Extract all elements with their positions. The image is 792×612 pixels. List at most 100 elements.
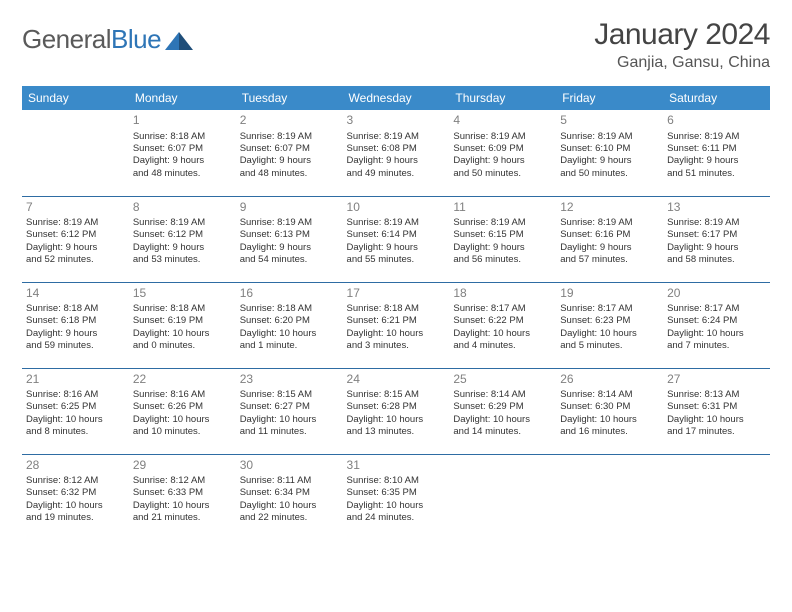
calendar-week-row: 1Sunrise: 8:18 AMSunset: 6:07 PMDaylight… <box>22 110 770 196</box>
sunset-text: Sunset: 6:28 PM <box>347 401 446 413</box>
calendar-day-cell: 12Sunrise: 8:19 AMSunset: 6:16 PMDayligh… <box>556 196 663 282</box>
daylight-text: Daylight: 9 hours <box>453 242 552 254</box>
day-number: 25 <box>453 372 552 388</box>
sunrise-text: Sunrise: 8:17 AM <box>453 303 552 315</box>
daylight-text: Daylight: 9 hours <box>560 242 659 254</box>
weekday-header: Saturday <box>663 86 770 110</box>
calendar-day-cell: 14Sunrise: 8:18 AMSunset: 6:18 PMDayligh… <box>22 282 129 368</box>
sunrise-text: Sunrise: 8:19 AM <box>240 131 339 143</box>
day-number: 17 <box>347 286 446 302</box>
daylight-text: Daylight: 9 hours <box>133 155 232 167</box>
sunrise-text: Sunrise: 8:10 AM <box>347 475 446 487</box>
sunset-text: Sunset: 6:18 PM <box>26 315 125 327</box>
daylight-text: Daylight: 10 hours <box>240 328 339 340</box>
sunrise-text: Sunrise: 8:13 AM <box>667 389 766 401</box>
sunset-text: Sunset: 6:16 PM <box>560 229 659 241</box>
calendar-week-row: 21Sunrise: 8:16 AMSunset: 6:25 PMDayligh… <box>22 368 770 454</box>
daylight-text: and 57 minutes. <box>560 254 659 266</box>
calendar-day-cell: 26Sunrise: 8:14 AMSunset: 6:30 PMDayligh… <box>556 368 663 454</box>
calendar-day-cell: 9Sunrise: 8:19 AMSunset: 6:13 PMDaylight… <box>236 196 343 282</box>
daylight-text: Daylight: 10 hours <box>560 414 659 426</box>
daylight-text: Daylight: 9 hours <box>453 155 552 167</box>
daylight-text: and 48 minutes. <box>133 168 232 180</box>
calendar-day-cell: 11Sunrise: 8:19 AMSunset: 6:15 PMDayligh… <box>449 196 556 282</box>
calendar-day-cell: 10Sunrise: 8:19 AMSunset: 6:14 PMDayligh… <box>343 196 450 282</box>
calendar-body: 1Sunrise: 8:18 AMSunset: 6:07 PMDaylight… <box>22 110 770 540</box>
daylight-text: and 24 minutes. <box>347 512 446 524</box>
calendar-day-cell: 6Sunrise: 8:19 AMSunset: 6:11 PMDaylight… <box>663 110 770 196</box>
daylight-text: and 50 minutes. <box>560 168 659 180</box>
calendar-day-cell: 3Sunrise: 8:19 AMSunset: 6:08 PMDaylight… <box>343 110 450 196</box>
daylight-text: and 58 minutes. <box>667 254 766 266</box>
daylight-text: Daylight: 9 hours <box>667 242 766 254</box>
daylight-text: and 4 minutes. <box>453 340 552 352</box>
calendar-day-cell: 21Sunrise: 8:16 AMSunset: 6:25 PMDayligh… <box>22 368 129 454</box>
day-number: 22 <box>133 372 232 388</box>
day-number: 20 <box>667 286 766 302</box>
daylight-text: and 59 minutes. <box>26 340 125 352</box>
daylight-text: and 17 minutes. <box>667 426 766 438</box>
daylight-text: Daylight: 10 hours <box>240 500 339 512</box>
sunset-text: Sunset: 6:15 PM <box>453 229 552 241</box>
daylight-text: Daylight: 10 hours <box>667 328 766 340</box>
day-number: 15 <box>133 286 232 302</box>
sunrise-text: Sunrise: 8:19 AM <box>667 131 766 143</box>
daylight-text: and 56 minutes. <box>453 254 552 266</box>
sunrise-text: Sunrise: 8:15 AM <box>347 389 446 401</box>
daylight-text: Daylight: 10 hours <box>453 328 552 340</box>
calendar-table: SundayMondayTuesdayWednesdayThursdayFrid… <box>22 86 770 540</box>
daylight-text: and 16 minutes. <box>560 426 659 438</box>
day-number: 3 <box>347 113 446 129</box>
calendar-week-row: 28Sunrise: 8:12 AMSunset: 6:32 PMDayligh… <box>22 454 770 540</box>
logo-text: GeneralBlue <box>22 24 161 55</box>
calendar-day-cell: 13Sunrise: 8:19 AMSunset: 6:17 PMDayligh… <box>663 196 770 282</box>
sunrise-text: Sunrise: 8:11 AM <box>240 475 339 487</box>
logo-triangle-icon <box>165 30 193 50</box>
day-number: 24 <box>347 372 446 388</box>
calendar-day-cell: 15Sunrise: 8:18 AMSunset: 6:19 PMDayligh… <box>129 282 236 368</box>
daylight-text: and 53 minutes. <box>133 254 232 266</box>
weekday-header: Thursday <box>449 86 556 110</box>
daylight-text: and 3 minutes. <box>347 340 446 352</box>
daylight-text: Daylight: 10 hours <box>560 328 659 340</box>
calendar-week-row: 7Sunrise: 8:19 AMSunset: 6:12 PMDaylight… <box>22 196 770 282</box>
title-block: January 2024 Ganjia, Gansu, China <box>594 18 770 72</box>
daylight-text: and 8 minutes. <box>26 426 125 438</box>
sunrise-text: Sunrise: 8:19 AM <box>453 217 552 229</box>
day-number: 11 <box>453 200 552 216</box>
weekday-header: Friday <box>556 86 663 110</box>
daylight-text: and 48 minutes. <box>240 168 339 180</box>
sunrise-text: Sunrise: 8:17 AM <box>667 303 766 315</box>
daylight-text: Daylight: 9 hours <box>26 328 125 340</box>
sunset-text: Sunset: 6:24 PM <box>667 315 766 327</box>
sunrise-text: Sunrise: 8:14 AM <box>453 389 552 401</box>
calendar-day-cell: 29Sunrise: 8:12 AMSunset: 6:33 PMDayligh… <box>129 454 236 540</box>
day-number: 10 <box>347 200 446 216</box>
day-number: 6 <box>667 113 766 129</box>
calendar-empty-cell <box>556 454 663 540</box>
calendar-day-cell: 31Sunrise: 8:10 AMSunset: 6:35 PMDayligh… <box>343 454 450 540</box>
sunrise-text: Sunrise: 8:12 AM <box>26 475 125 487</box>
calendar-day-cell: 28Sunrise: 8:12 AMSunset: 6:32 PMDayligh… <box>22 454 129 540</box>
sunrise-text: Sunrise: 8:18 AM <box>26 303 125 315</box>
calendar-day-cell: 5Sunrise: 8:19 AMSunset: 6:10 PMDaylight… <box>556 110 663 196</box>
calendar-day-cell: 23Sunrise: 8:15 AMSunset: 6:27 PMDayligh… <box>236 368 343 454</box>
sunrise-text: Sunrise: 8:15 AM <box>240 389 339 401</box>
day-number: 26 <box>560 372 659 388</box>
daylight-text: and 0 minutes. <box>133 340 232 352</box>
sunset-text: Sunset: 6:26 PM <box>133 401 232 413</box>
calendar-day-cell: 18Sunrise: 8:17 AMSunset: 6:22 PMDayligh… <box>449 282 556 368</box>
sunset-text: Sunset: 6:30 PM <box>560 401 659 413</box>
sunset-text: Sunset: 6:20 PM <box>240 315 339 327</box>
day-number: 12 <box>560 200 659 216</box>
day-number: 30 <box>240 458 339 474</box>
weekday-header: Tuesday <box>236 86 343 110</box>
calendar-day-cell: 1Sunrise: 8:18 AMSunset: 6:07 PMDaylight… <box>129 110 236 196</box>
sunrise-text: Sunrise: 8:17 AM <box>560 303 659 315</box>
daylight-text: Daylight: 10 hours <box>133 328 232 340</box>
daylight-text: and 10 minutes. <box>133 426 232 438</box>
daylight-text: and 19 minutes. <box>26 512 125 524</box>
month-title: January 2024 <box>594 18 770 52</box>
calendar-day-cell: 17Sunrise: 8:18 AMSunset: 6:21 PMDayligh… <box>343 282 450 368</box>
calendar-day-cell: 16Sunrise: 8:18 AMSunset: 6:20 PMDayligh… <box>236 282 343 368</box>
